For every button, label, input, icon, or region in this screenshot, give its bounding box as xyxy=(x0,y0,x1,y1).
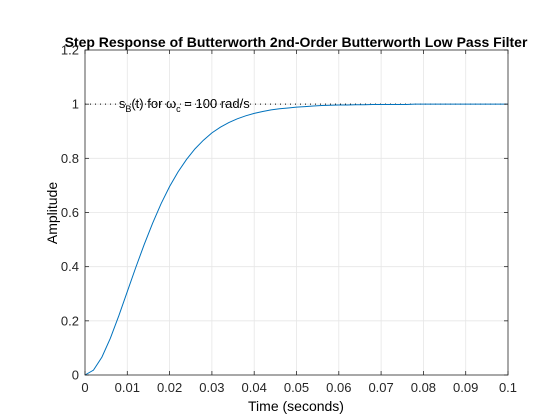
annotation-omega-subscript: c xyxy=(176,104,181,114)
x-axis-ticks: 0 0.01 0.02 0.03 0.04 0.05 0.06 0.07 0.08 0.09 0.1 xyxy=(81,50,517,395)
y-tick-label: 0.6 xyxy=(61,205,79,220)
chart-title: Step Response of Butterworth 2nd-Order B… xyxy=(65,34,528,50)
plot-area: sB(t) for ωc = 100 rad/s 0 0.01 0.02 0.03 0.… xyxy=(61,43,517,396)
annotation-omega: ω xyxy=(166,96,176,111)
y-tick-label: 0.8 xyxy=(61,151,79,166)
y-axis-label: Amplitude xyxy=(44,182,60,244)
series-line xyxy=(84,103,508,376)
x-tick-label: 0.08 xyxy=(411,380,436,395)
x-tick-label: 0.01 xyxy=(115,380,140,395)
x-tick-label: 0.05 xyxy=(284,380,309,395)
x-tick-label: 0.03 xyxy=(199,380,224,395)
x-tick-label: 0.07 xyxy=(368,380,393,395)
y-tick-label: 0 xyxy=(72,368,79,383)
y-tick-label: 0.2 xyxy=(61,313,79,328)
y-tick-label: 0.4 xyxy=(61,259,79,274)
annotation-mid: (t) for xyxy=(131,96,166,111)
x-tick-label: 0.1 xyxy=(499,380,517,395)
y-axis-ticks: 0 0.2 0.4 0.6 0.8 1 1.2 xyxy=(61,43,508,383)
x-tick-label: 0.02 xyxy=(157,380,182,395)
x-tick-label: 0.09 xyxy=(453,380,478,395)
y-tick-label: 1 xyxy=(72,97,79,112)
y-tick-label: 1.2 xyxy=(61,43,79,58)
x-tick-label: 0.06 xyxy=(326,380,351,395)
x-tick-label: 0.04 xyxy=(242,380,267,395)
x-axis-label: Time (seconds) xyxy=(248,398,344,414)
annotation-text: sB(t) for ωc = 100 rad/s xyxy=(119,96,250,114)
x-tick-label: 0 xyxy=(81,380,88,395)
annotation-group: sB(t) for ωc = 100 rad/s xyxy=(119,96,250,114)
grid xyxy=(85,50,508,375)
series-group xyxy=(84,103,508,376)
annotation-s: s xyxy=(119,96,126,111)
annotation-s-subscript: B xyxy=(125,104,131,114)
annotation-rest: = 100 rad/s xyxy=(181,96,251,111)
